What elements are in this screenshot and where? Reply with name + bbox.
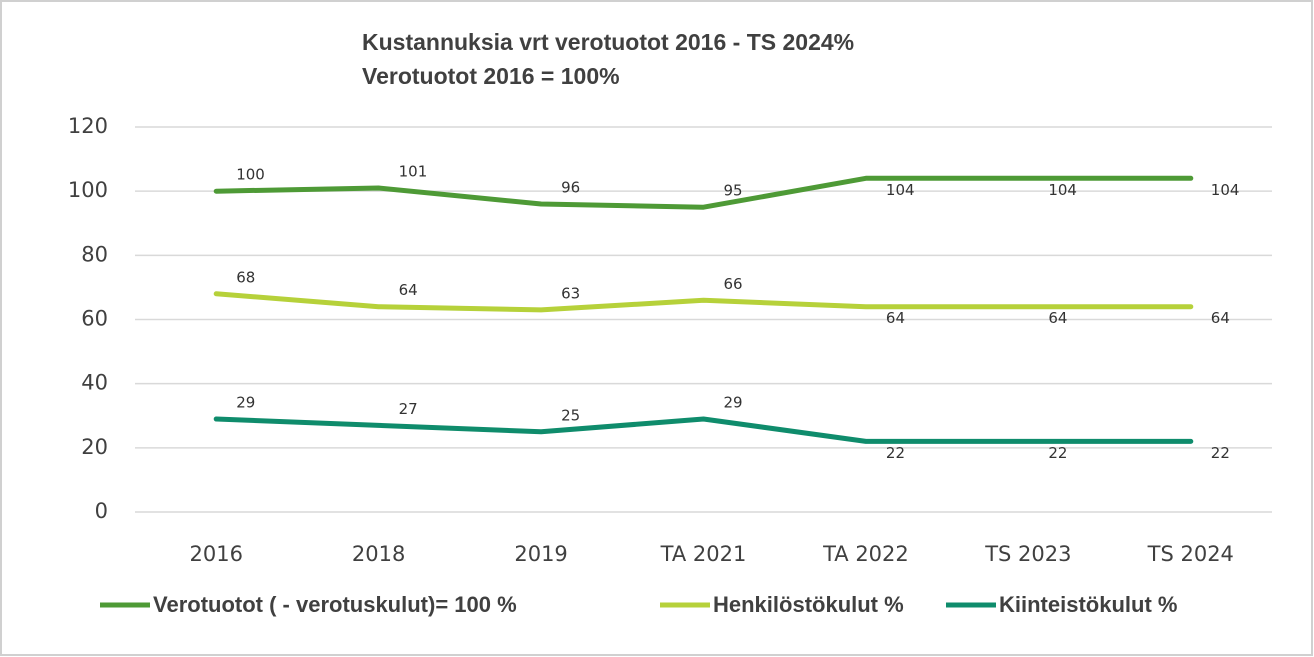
x-tick-label: TA 2021 [660,542,747,566]
data-label: 63 [561,284,580,302]
x-tick-label: TA 2022 [822,542,909,566]
chart-subtitle: Verotuotot 2016 = 100% [362,63,620,89]
chart-title: Kustannuksia vrt verotuotot 2016 - TS 20… [362,29,854,55]
series-line [213,291,1194,313]
y-tick-label: 80 [81,242,108,266]
series-line [213,175,1194,210]
x-tick-label: TS 2024 [1147,542,1234,566]
data-label: 104 [886,181,915,199]
data-label: 22 [1211,444,1230,462]
data-label: 101 [399,162,428,180]
data-label: 22 [1048,444,1067,462]
legend-label: Verotuotot ( - verotuskulut)= 100 % [153,592,517,617]
data-label: 27 [399,400,418,418]
y-tick-label: 100 [68,178,108,202]
data-label: 25 [561,406,580,424]
data-label: 29 [236,393,255,411]
data-label: 64 [399,281,418,299]
data-label: 64 [1048,309,1067,327]
y-tick-label: 40 [81,371,108,395]
y-tick-label: 20 [81,435,108,459]
x-tick-label: 2016 [189,542,242,566]
legend-label: Kiinteistökulut % [999,592,1177,617]
data-label: 68 [236,268,255,286]
data-label: 66 [724,275,743,293]
y-tick-label: 120 [68,114,108,138]
x-tick-label: 2018 [352,542,405,566]
data-label: 96 [561,179,580,197]
data-label: 104 [1048,181,1077,199]
data-label: 29 [724,393,743,411]
data-label: 104 [1211,181,1240,199]
data-label: 22 [886,444,905,462]
data-label: 64 [1211,309,1230,327]
data-label: 95 [724,182,743,200]
x-tick-label: 2019 [514,542,567,566]
y-tick-label: 60 [81,307,108,331]
series-line [213,416,1194,444]
data-label: 100 [236,166,265,184]
x-tick-label: TS 2023 [984,542,1071,566]
legend-label: Henkilöstökulut % [713,592,904,617]
data-label: 64 [886,309,905,327]
y-tick-label: 0 [95,499,108,523]
